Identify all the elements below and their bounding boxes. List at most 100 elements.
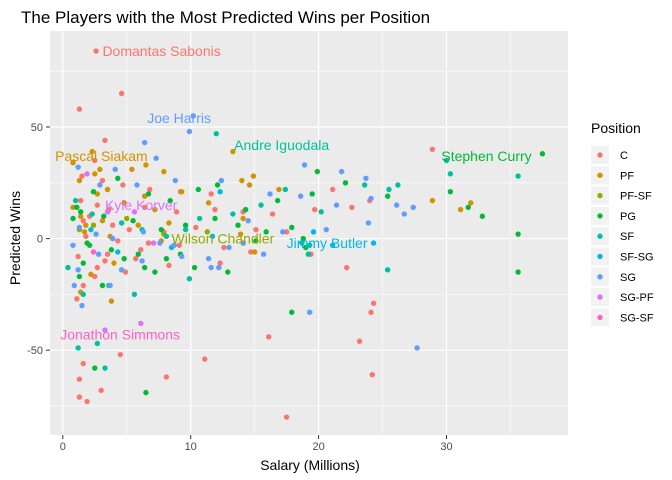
data-point-pg	[130, 218, 136, 224]
data-point-pf	[143, 162, 149, 168]
data-point-sg	[186, 128, 193, 135]
data-point-pg	[539, 151, 546, 157]
data-point-sf-sg	[115, 249, 121, 255]
data-point-pf	[70, 204, 76, 211]
data-point-c	[132, 255, 139, 262]
data-point-c	[104, 251, 111, 257]
data-point-sf	[395, 182, 401, 188]
data-point-pg	[143, 389, 149, 396]
data-point-pg	[309, 191, 315, 197]
data-point-pg	[515, 231, 521, 237]
data-point-c	[80, 282, 86, 289]
data-point-c	[329, 186, 336, 193]
data-point-sg	[363, 175, 369, 182]
data-point-c	[145, 240, 152, 246]
data-point-c	[118, 90, 125, 97]
data-point-sg	[139, 258, 145, 264]
legend-key-point	[597, 274, 603, 280]
data-point-pf	[166, 220, 172, 226]
data-point-c	[349, 204, 355, 211]
data-point-pg	[447, 189, 454, 195]
data-point-c	[94, 264, 101, 271]
data-point-sg-pf	[84, 171, 90, 177]
x-tick-label: 0	[60, 441, 66, 453]
data-point-pf	[251, 249, 258, 255]
data-point-pf	[76, 177, 83, 184]
annotation-label: Domantas Sabonis	[102, 43, 220, 59]
data-point-c	[429, 146, 436, 152]
legend-label: SF	[620, 231, 634, 243]
data-point-sg	[93, 231, 99, 237]
data-point-c	[344, 264, 350, 271]
data-point-c	[79, 173, 85, 179]
data-point-sf-sg	[209, 233, 216, 240]
data-point-sg	[338, 168, 345, 175]
data-point-sg	[368, 195, 374, 202]
data-point-sf	[196, 215, 203, 222]
data-point-pf	[108, 298, 115, 304]
data-point-pf	[104, 186, 111, 193]
data-point-pg	[92, 365, 98, 371]
data-point-sf	[80, 291, 86, 298]
data-point-pf-sf	[90, 222, 97, 228]
plot-panel	[50, 31, 568, 435]
data-point-sg	[112, 166, 118, 173]
data-point-pg	[163, 255, 170, 262]
data-point-sf	[318, 209, 324, 215]
data-point-c	[283, 414, 290, 420]
data-point-sf	[361, 182, 368, 188]
x-axis-title: Salary (Millions)	[260, 457, 360, 473]
data-point-pf	[161, 168, 167, 175]
data-point-pf	[77, 213, 84, 219]
data-point-c	[83, 233, 89, 240]
data-point-sf-sg	[370, 240, 377, 246]
data-point-c	[102, 137, 108, 144]
data-point-c	[126, 226, 132, 233]
data-point-sf	[65, 264, 71, 271]
data-point-pg	[167, 197, 173, 204]
data-point-c	[80, 360, 86, 367]
data-point-sg	[205, 255, 212, 262]
data-point-pf	[81, 229, 88, 235]
data-point-pg	[90, 189, 97, 195]
data-point-sf-sg	[329, 242, 336, 248]
y-axis-title: Predicted Wins	[7, 191, 23, 285]
data-point-pg	[101, 213, 107, 219]
data-point-sg	[141, 139, 148, 146]
data-point-sg-pf	[150, 240, 157, 246]
legend-key-point	[597, 172, 603, 178]
data-point-sf	[118, 220, 125, 226]
data-point-sg	[301, 162, 308, 168]
data-point-sg	[260, 251, 267, 257]
data-point-c	[109, 222, 116, 228]
data-point-sf	[386, 186, 392, 193]
data-point-c	[217, 260, 223, 266]
data-point-pg	[158, 226, 164, 233]
data-point-pf	[179, 189, 185, 195]
data-point-pg	[108, 247, 115, 253]
annotation-label: Joe Harris	[147, 110, 211, 126]
data-point-pf	[129, 166, 135, 173]
data-point-pf	[121, 200, 127, 206]
data-point-sg	[208, 264, 214, 271]
data-point-sg	[171, 242, 177, 248]
legend-key-point	[597, 233, 603, 239]
data-point-pf	[250, 173, 257, 179]
data-point-sf	[213, 130, 219, 137]
data-point-sg	[179, 253, 185, 260]
annotation-label: Pascal Siakam	[55, 148, 148, 164]
data-point-c	[193, 224, 199, 231]
data-point-c	[166, 262, 172, 269]
data-point-c	[120, 182, 126, 188]
data-point-pg	[191, 264, 198, 271]
data-point-sg	[245, 218, 251, 224]
data-point-sg	[393, 202, 400, 208]
data-point-sf	[94, 340, 101, 347]
data-point-c	[102, 258, 108, 264]
data-point-sf	[305, 251, 312, 257]
data-point-sg	[109, 235, 116, 242]
data-point-pg	[152, 269, 158, 275]
data-point-pf	[70, 159, 76, 166]
data-point-c	[163, 374, 170, 380]
data-point-sf-sg	[310, 229, 317, 235]
